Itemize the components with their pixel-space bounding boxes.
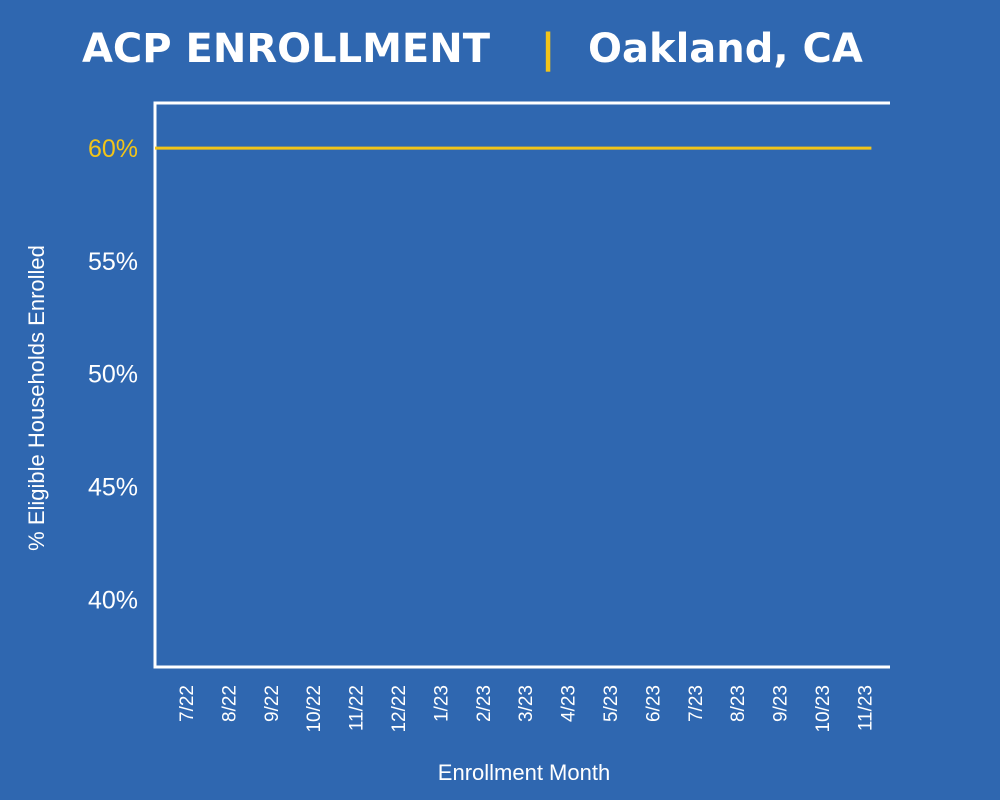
x-tick-label: 11/23	[855, 685, 876, 731]
x-tick-label: 8/22	[219, 685, 240, 722]
y-tick-label: 55%	[88, 248, 138, 276]
x-tick-label: 6/23	[643, 685, 664, 722]
x-axis-label: Enrollment Month	[438, 760, 610, 785]
x-tick-label: 3/23	[516, 685, 537, 722]
y-tick-label: 45%	[88, 474, 138, 502]
plot-area: 40% 45% 50% 55% 60% 7/22 8/22 9/22 10/22 11/22 12/…	[88, 101, 890, 733]
x-tick-label: 4/23	[559, 685, 580, 722]
x-tick-label: 2/23	[474, 685, 495, 722]
x-tick-label: 7/22	[177, 685, 198, 722]
chart-title-left: ACP ENROLLMENT	[82, 26, 491, 72]
chart-title-separator: |	[541, 26, 556, 73]
y-tick-label: 50%	[88, 361, 138, 389]
x-tick-label: 12/22	[389, 685, 410, 733]
x-tick-label: 10/22	[304, 685, 325, 733]
x-tick-label: 9/22	[262, 685, 283, 722]
y-tick-label: 60%	[88, 135, 138, 163]
x-tick-label: 7/23	[686, 685, 707, 722]
x-tick-label: 11/22	[347, 685, 368, 731]
y-tick-label: 40%	[88, 586, 138, 614]
x-tick-label: 8/23	[728, 685, 749, 722]
chart-title-right: Oakland, CA	[588, 26, 863, 72]
x-tick-label: 9/23	[771, 685, 792, 722]
x-tick-label: 1/23	[431, 685, 452, 722]
y-axis-label: % Eligible Households Enrolled	[24, 245, 49, 551]
x-tick-label: 10/23	[813, 685, 834, 733]
x-tick-label: 5/23	[601, 685, 622, 722]
